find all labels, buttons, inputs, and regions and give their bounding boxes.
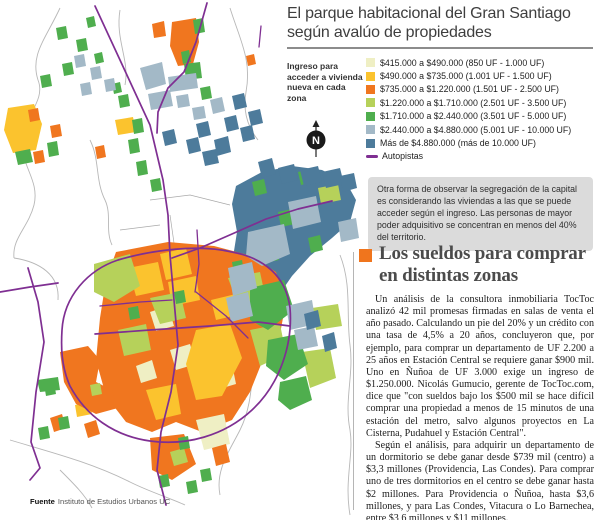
legend-swatch bbox=[366, 111, 375, 121]
legend-item-label: $1.710.000 a $2.440.000 (3.501 UF - 5.00… bbox=[380, 111, 567, 122]
santiago-choropleth-map bbox=[0, 2, 359, 516]
legend-item: $1.220.000 a $1.710.000 (2.501 UF - 3.50… bbox=[366, 96, 571, 109]
legend-swatch bbox=[366, 84, 375, 94]
legend-swatch bbox=[366, 98, 375, 108]
legend-item-label: $735.000 a $1.220.000 (1.501 UF - 2.500 … bbox=[380, 84, 559, 95]
source-label: Fuente bbox=[30, 497, 55, 506]
legend-item-label: Autopistas bbox=[382, 151, 424, 162]
segregation-note-box: Otra forma de observar la segregación de… bbox=[368, 177, 593, 251]
article-paragraph: Según el análisis, para adquirir un depa… bbox=[366, 439, 594, 520]
legend-item-label: Más de $4.880.000 (más de 10.000 UF) bbox=[380, 138, 536, 149]
page-title-line2: según avalúo de propiedades bbox=[287, 23, 492, 41]
legend-swatch bbox=[366, 125, 375, 135]
legend-item: $415.000 a $490.000 (850 UF - 1.000 UF) bbox=[366, 56, 571, 69]
legend-item: $490.000 a $735.000 (1.001 UF - 1.500 UF… bbox=[366, 69, 571, 82]
legend-item: $735.000 a $1.220.000 (1.501 UF - 2.500 … bbox=[366, 83, 571, 96]
highway-line-swatch bbox=[366, 155, 378, 158]
map-highways bbox=[0, 2, 333, 506]
legend-item-label: $490.000 a $735.000 (1.001 UF - 1.500 UF… bbox=[380, 71, 552, 82]
map-zones bbox=[4, 16, 359, 494]
article-heading-line1: Los sueldos para comprar bbox=[379, 243, 586, 264]
page-title: El parque habitacional del Gran Santiago… bbox=[287, 5, 595, 42]
legend-item: $1.710.000 a $2.440.000 (3.501 UF - 5.00… bbox=[366, 110, 571, 123]
legend-item: $2.440.000 a $4.880.000 (5.001 UF - 10.0… bbox=[366, 123, 571, 136]
legend-swatch bbox=[366, 71, 375, 81]
legend-item-label: $2.440.000 a $4.880.000 (5.001 UF - 10.0… bbox=[380, 124, 572, 135]
legend-item-autopistas: Autopistas bbox=[366, 150, 571, 163]
article-header: Los sueldos para comprar en distintas zo… bbox=[359, 243, 597, 286]
north-compass-icon: N bbox=[306, 120, 326, 157]
article-heading: Los sueldos para comprar en distintas zo… bbox=[379, 243, 586, 286]
article-paragraph: Un análisis de la consultora inmobiliari… bbox=[366, 294, 594, 439]
legend-item: Más de $4.880.000 (más de 10.000 UF) bbox=[366, 136, 571, 149]
legend-item-label: $1.220.000 a $1.710.000 (2.501 UF - 3.50… bbox=[380, 97, 567, 108]
legend-swatch bbox=[366, 138, 375, 148]
article-heading-line2: en distintas zonas bbox=[379, 264, 518, 286]
compass-north-label: N bbox=[312, 135, 320, 147]
legend-list: $415.000 a $490.000 (850 UF - 1.000 UF) … bbox=[366, 56, 571, 163]
heading-bullet-square bbox=[359, 249, 372, 262]
article-column-rule bbox=[353, 252, 354, 510]
title-divider bbox=[287, 47, 593, 49]
source-credit: Fuente Instituto de Estudios Urbanos UC bbox=[30, 497, 170, 506]
article-body: Un análisis de la consultora inmobiliari… bbox=[366, 294, 594, 520]
source-text: Instituto de Estudios Urbanos UC bbox=[57, 497, 171, 506]
legend-item-label: $415.000 a $490.000 (850 UF - 1.000 UF) bbox=[380, 57, 545, 68]
legend-swatch bbox=[366, 58, 375, 68]
legend-heading: Ingreso para acceder a vivienda nueva en… bbox=[287, 61, 363, 103]
page-title-line1: El parque habitacional del Gran Santiago bbox=[287, 5, 571, 22]
